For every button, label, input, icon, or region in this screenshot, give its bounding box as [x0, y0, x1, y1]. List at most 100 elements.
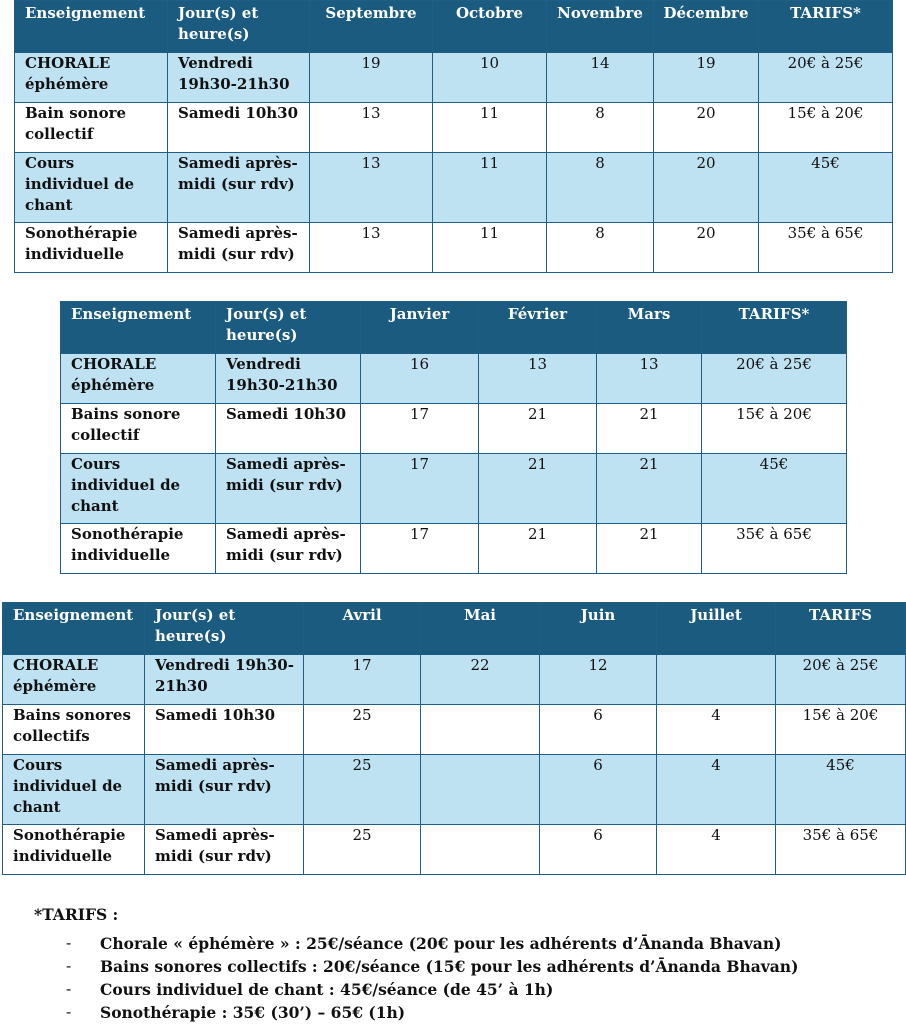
table-row: Sonothérapie individuelle Samedi après-m…	[60, 523, 847, 574]
schedule-table-autumn: Enseignement Jour(s) et heure(s) Septemb…	[14, 0, 893, 273]
date-cell: 21	[596, 453, 702, 524]
table-row: Bain sonore collectif Samedi 10h30 13 11…	[14, 102, 893, 153]
bullet-dash: -	[66, 934, 72, 952]
col-header-enseignement: Enseignement	[14, 0, 168, 53]
schedule-table-winter: Enseignement Jour(s) et heure(s) Janvier…	[60, 301, 847, 574]
date-cell: 20	[653, 102, 759, 153]
date-cell: 11	[432, 222, 547, 273]
table-row: CHORALE éphémère Vendredi 19h30-21h30 17…	[2, 654, 906, 705]
price-cell: 20€ à 25€	[701, 353, 847, 404]
date-cell: 21	[596, 403, 702, 454]
date-cell: 13	[478, 353, 597, 404]
note-text: Chorale « éphémère » : 25€/séance (20€ p…	[100, 934, 782, 953]
price-cell: 35€ à 65€	[775, 824, 906, 875]
date-cell: 21	[478, 403, 597, 454]
course-schedule: Vendredi 19h30-21h30	[167, 52, 310, 103]
col-header-month: Septembre	[309, 0, 433, 53]
col-header-month: Juillet	[656, 602, 776, 655]
date-cell: 17	[303, 654, 421, 705]
date-cell: 11	[432, 102, 547, 153]
date-cell: 8	[546, 102, 654, 153]
price-cell: 15€ à 20€	[701, 403, 847, 454]
col-header-month: Mai	[420, 602, 540, 655]
col-header-tarifs: TARIFS*	[701, 301, 847, 354]
course-schedule: Samedi après-midi (sur rdv)	[215, 523, 361, 574]
date-cell: 19	[653, 52, 759, 103]
date-cell	[420, 704, 540, 755]
col-header-enseignement: Enseignement	[60, 301, 216, 354]
course-name: Sonothérapie individuelle	[2, 824, 145, 875]
date-cell: 21	[478, 453, 597, 524]
table-row: Bains sonores collectifs Samedi 10h30 25…	[2, 704, 906, 755]
course-name: CHORALE éphémère	[60, 353, 216, 404]
course-name: Cours individuel de chant	[60, 453, 216, 524]
col-header-enseignement: Enseignement	[2, 602, 145, 655]
course-schedule: Vendredi 19h30-21h30	[215, 353, 361, 404]
col-header-month: Novembre	[546, 0, 654, 53]
date-cell: 22	[420, 654, 540, 705]
date-cell: 13	[596, 353, 702, 404]
col-header-month: Avril	[303, 602, 421, 655]
course-name: Bains sonore collectif	[60, 403, 216, 454]
date-cell: 10	[432, 52, 547, 103]
date-cell: 25	[303, 754, 421, 825]
table-row: Cours individuel de chant Samedi après-m…	[60, 453, 847, 524]
course-name: CHORALE éphémère	[2, 654, 145, 705]
table-row: Cours individuel de chant Samedi après-m…	[14, 152, 893, 223]
course-schedule: Samedi 10h30	[167, 102, 310, 153]
table-row: CHORALE éphémère Vendredi 19h30-21h30 19…	[14, 52, 893, 103]
date-cell: 11	[432, 152, 547, 223]
date-cell: 12	[539, 654, 657, 705]
course-schedule: Samedi après-midi (sur rdv)	[144, 824, 304, 875]
table-row: CHORALE éphémère Vendredi 19h30-21h30 16…	[60, 353, 847, 404]
header-row: Enseignement Jour(s) et heure(s) Septemb…	[14, 0, 893, 53]
col-header-tarifs: TARIFS*	[758, 0, 893, 53]
price-cell: 35€ à 65€	[701, 523, 847, 574]
col-header-month: Juin	[539, 602, 657, 655]
course-name: CHORALE éphémère	[14, 52, 168, 103]
date-cell: 6	[539, 824, 657, 875]
list-item: - Bains sonores collectifs : 20€/séance (…	[34, 955, 894, 978]
date-cell: 8	[546, 222, 654, 273]
date-cell: 6	[539, 754, 657, 825]
list-item: - Cours individuel de chant : 45€/séance …	[34, 978, 894, 1001]
note-text: Sonothérapie : 35€ (30’) – 65€ (1h)	[100, 1003, 406, 1022]
course-name: Bain sonore collectif	[14, 102, 168, 153]
price-cell: 20€ à 25€	[758, 52, 893, 103]
course-name: Sonothérapie individuelle	[14, 222, 168, 273]
date-cell: 16	[360, 353, 479, 404]
date-cell	[420, 754, 540, 825]
bullet-dash: -	[66, 1003, 72, 1021]
course-name: Bains sonores collectifs	[2, 704, 145, 755]
date-cell: 14	[546, 52, 654, 103]
table-row: Cours individuel de chant Samedi après-m…	[2, 754, 906, 825]
date-cell: 25	[303, 704, 421, 755]
date-cell: 21	[478, 523, 597, 574]
course-schedule: Samedi 10h30	[144, 704, 304, 755]
col-header-jours: Jour(s) et heure(s)	[167, 0, 310, 53]
date-cell: 17	[360, 403, 479, 454]
col-header-jours: Jour(s) et heure(s)	[144, 602, 304, 655]
date-cell	[420, 824, 540, 875]
col-header-month: Décembre	[653, 0, 759, 53]
date-cell: 19	[309, 52, 433, 103]
course-name: Cours individuel de chant	[14, 152, 168, 223]
price-cell: 45€	[758, 152, 893, 223]
col-header-month: Octobre	[432, 0, 547, 53]
table-row: Sonothérapie individuelle Samedi après-m…	[14, 222, 893, 273]
price-cell: 45€	[701, 453, 847, 524]
price-cell: 15€ à 20€	[758, 102, 893, 153]
col-header-tarifs: TARIFS	[775, 602, 906, 655]
price-cell: 45€	[775, 754, 906, 825]
date-cell: 20	[653, 222, 759, 273]
col-header-month: Février	[478, 301, 597, 354]
date-cell: 4	[656, 824, 776, 875]
tarifs-notes: *TARIFS : - Chorale « éphémère » : 25€/sé…	[34, 905, 894, 1024]
note-text: Cours individuel de chant : 45€/séance (…	[100, 980, 554, 999]
date-cell	[656, 654, 776, 705]
list-item: - Chorale « éphémère » : 25€/séance (20€ …	[34, 932, 894, 955]
course-schedule: Samedi après-midi (sur rdv)	[167, 152, 310, 223]
date-cell: 4	[656, 754, 776, 825]
price-cell: 35€ à 65€	[758, 222, 893, 273]
course-schedule: Samedi 10h30	[215, 403, 361, 454]
